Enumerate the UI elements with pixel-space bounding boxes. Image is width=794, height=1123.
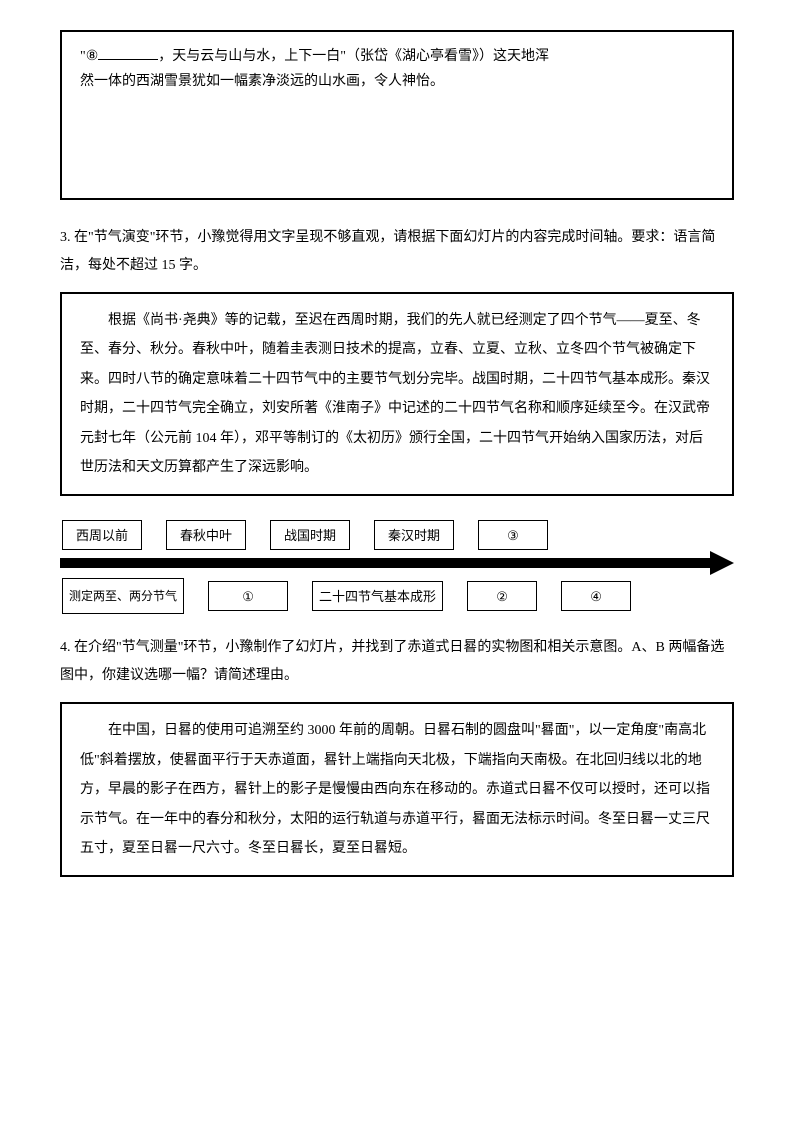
passage-4-text: 在中国，日晷的使用可追溯至约 3000 年前的周朝。日晷石制的圆盘叫"晷面"，以…	[80, 716, 714, 863]
timeline-top-row: 西周以前 春秋中叶 战国时期 秦汉时期 ③	[62, 520, 734, 550]
quote-prefix: "⑧	[80, 49, 98, 64]
timeline-bottom-0: 测定两至、两分节气	[62, 578, 184, 614]
timeline-bottom-1: ①	[208, 581, 288, 611]
timeline-bottom-4: ④	[561, 581, 631, 611]
timeline-bottom-3: ②	[467, 581, 537, 611]
quote-box-1: "⑧ ，天与云与山与水，上下一白"（张岱《湖心亭看雪》）这天地浑 然一体的西湖雪景…	[60, 30, 734, 200]
timeline-top-0: 西周以前	[62, 520, 142, 550]
question-3: 3. 在"节气演变"环节，小豫觉得用文字呈现不够直观，请根据下面幻灯片的内容完成…	[60, 224, 734, 280]
quote-line-2: 然一体的西湖雪景犹如一幅素净淡远的山水画，令人神怡。	[80, 69, 714, 94]
timeline-top-4: ③	[478, 520, 548, 550]
timeline-top-3: 秦汉时期	[374, 520, 454, 550]
timeline-top-1: 春秋中叶	[166, 520, 246, 550]
passage-box-4: 在中国，日晷的使用可追溯至约 3000 年前的周朝。日晷石制的圆盘叫"晷面"，以…	[60, 702, 734, 877]
timeline-arrow	[60, 554, 734, 574]
quote-suffix: ，天与云与山与水，上下一白"（张岱《湖心亭看雪》）这天地浑	[158, 49, 549, 64]
arrow-bar	[60, 558, 710, 568]
timeline-bottom-2: 二十四节气基本成形	[312, 581, 443, 611]
arrow-head-icon	[710, 551, 734, 575]
question-4: 4. 在介绍"节气测量"环节，小豫制作了幻灯片，并找到了赤道式日晷的实物图和相关…	[60, 634, 734, 690]
timeline-top-2: 战国时期	[270, 520, 350, 550]
timeline: 西周以前 春秋中叶 战国时期 秦汉时期 ③ 测定两至、两分节气 ① 二十四节气基…	[60, 520, 734, 614]
blank-8	[98, 46, 158, 60]
quote-line-1: "⑧ ，天与云与山与水，上下一白"（张岱《湖心亭看雪》）这天地浑	[80, 44, 714, 69]
passage-3-text: 根据《尚书·尧典》等的记载，至迟在西周时期，我们的先人就已经测定了四个节气——夏…	[80, 306, 714, 482]
passage-box-3: 根据《尚书·尧典》等的记载，至迟在西周时期，我们的先人就已经测定了四个节气——夏…	[60, 292, 734, 496]
timeline-bottom-row: 测定两至、两分节气 ① 二十四节气基本成形 ② ④	[62, 578, 734, 614]
